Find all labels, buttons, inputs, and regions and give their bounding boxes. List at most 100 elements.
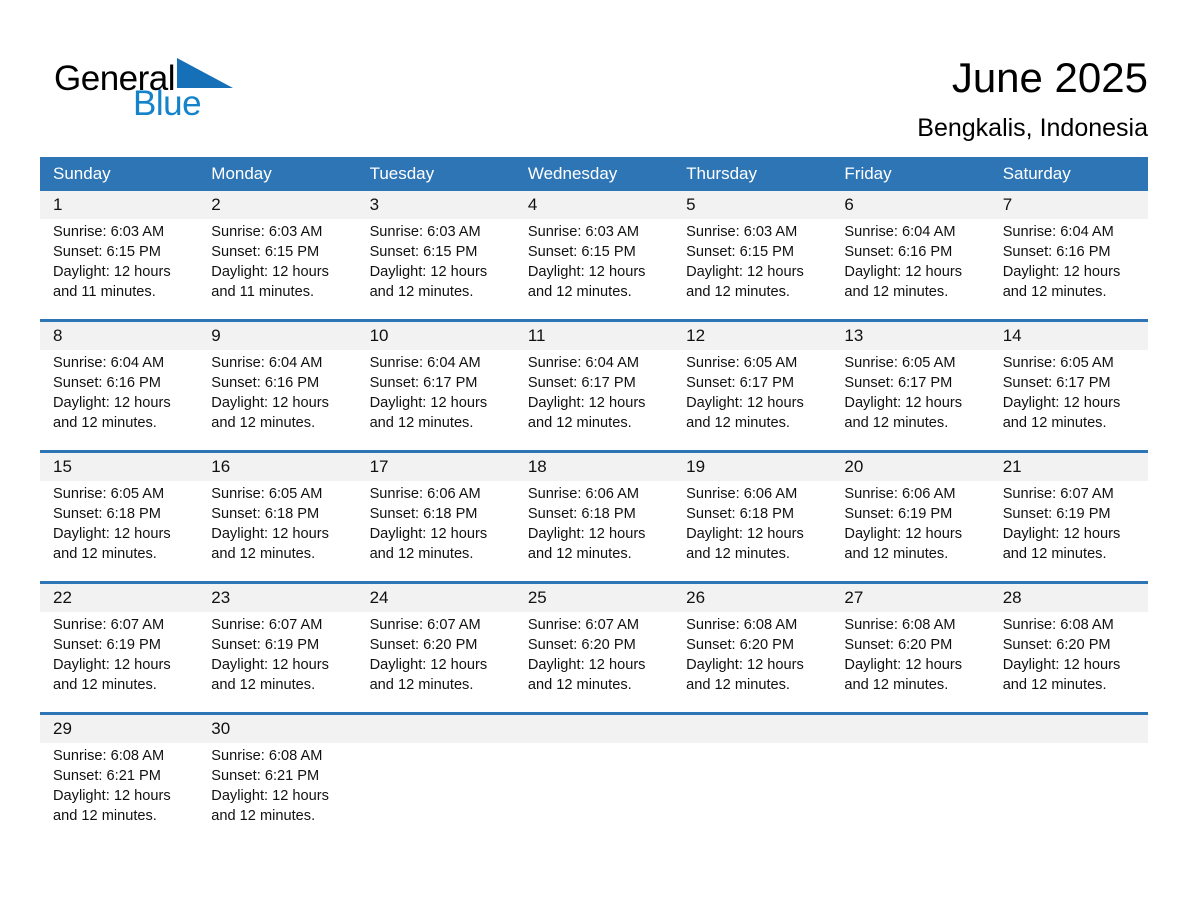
- day-detail-line: and 12 minutes.: [53, 808, 157, 824]
- day-cell: Sunrise: 6:04 AM Sunset: 6:16 PM Daylight:…: [198, 350, 356, 433]
- day-detail-line: Sunrise: 6:04 AM: [369, 355, 481, 371]
- day-detail-line: Daylight: 12 hours: [53, 657, 171, 673]
- day-detail-line: Daylight: 12 hours: [527, 264, 646, 280]
- day-detail-line: Daylight: 12 hours: [527, 657, 646, 673]
- day-detail-line: Sunrise: 6:05 AM: [53, 486, 165, 502]
- day-detail-line: Daylight: 12 hours: [1002, 264, 1121, 280]
- day-detail-line: and 12 minutes.: [211, 677, 316, 693]
- day-number: 5: [686, 195, 696, 214]
- day-detail-line: and 12 minutes.: [844, 284, 949, 300]
- day-detail-line: Daylight: 12 hours: [53, 395, 171, 411]
- day-detail-line: Sunset: 6:20 PM: [686, 637, 795, 653]
- day-detail-line: Sunset: 6:15 PM: [53, 244, 161, 260]
- day-detail-line: Daylight: 12 hours: [844, 526, 963, 542]
- day-cell: Sunrise: 6:05 AM Sunset: 6:17 PM Daylight:…: [673, 350, 831, 433]
- weekday-header-sunday: Sunday: [53, 164, 111, 183]
- day-detail-line: Daylight: 12 hours: [1002, 657, 1121, 673]
- day-detail-line: Sunrise: 6:08 AM: [211, 748, 323, 764]
- day-detail-line: Sunset: 6:18 PM: [53, 506, 161, 522]
- day-cell: [673, 743, 831, 826]
- day-cell: Sunrise: 6:08 AM Sunset: 6:21 PM Daylight:…: [198, 743, 356, 826]
- weekday-header-monday: Monday: [211, 164, 272, 183]
- weekday-header-row: Sunday Monday Tuesday Wednesday Thursday…: [40, 157, 1148, 191]
- day-number: 26: [686, 588, 706, 607]
- day-details-row: Sunrise: 6:03 AM Sunset: 6:15 PM Daylight:…: [40, 219, 1148, 319]
- day-detail-line: Sunrise: 6:06 AM: [686, 486, 798, 502]
- general-blue-logo: General Blue: [54, 58, 234, 121]
- day-cell: Sunrise: 6:03 AM Sunset: 6:15 PM Daylight:…: [198, 219, 356, 302]
- day-detail-line: Sunrise: 6:07 AM: [527, 617, 639, 633]
- day-number: 6: [844, 195, 854, 214]
- day-detail-line: Daylight: 12 hours: [369, 526, 488, 542]
- day-cell: Sunrise: 6:04 AM Sunset: 6:16 PM Daylight:…: [40, 350, 198, 433]
- day-detail-line: Sunset: 6:18 PM: [211, 506, 320, 522]
- day-detail-line: Sunset: 6:19 PM: [844, 506, 953, 522]
- day-detail-line: Sunrise: 6:07 AM: [1002, 486, 1114, 502]
- day-number-strip: 29 30: [40, 715, 1148, 743]
- day-detail-line: Sunrise: 6:03 AM: [527, 224, 639, 240]
- day-number: [673, 715, 831, 743]
- day-detail-line: Sunset: 6:15 PM: [369, 244, 478, 260]
- day-detail-line: Sunrise: 6:03 AM: [211, 224, 323, 240]
- page-header: General Blue June 2025 Bengkalis, Indone…: [40, 0, 1148, 157]
- day-detail-line: and 12 minutes.: [211, 808, 316, 824]
- day-detail-line: Sunset: 6:20 PM: [1002, 637, 1111, 653]
- week-row: 1 2 3 4 5 6 7 Sunrise: 6:03 AM Sunset: 6:15 PM Da…: [40, 191, 1148, 319]
- day-detail-line: Sunrise: 6:05 AM: [844, 355, 956, 371]
- day-detail-line: Sunrise: 6:07 AM: [369, 617, 481, 633]
- day-detail-line: and 12 minutes.: [844, 546, 949, 562]
- day-detail-line: and 12 minutes.: [369, 415, 474, 431]
- day-number: 18: [527, 457, 547, 476]
- day-detail-line: Daylight: 12 hours: [211, 788, 329, 804]
- day-detail-line: Daylight: 12 hours: [53, 264, 171, 280]
- day-detail-line: Sunset: 6:16 PM: [211, 375, 320, 391]
- day-number: 10: [369, 326, 389, 345]
- day-number: 12: [686, 326, 706, 345]
- day-detail-line: Sunrise: 6:04 AM: [527, 355, 639, 371]
- day-detail-line: Sunrise: 6:04 AM: [1002, 224, 1114, 240]
- day-detail-line: Sunrise: 6:03 AM: [53, 224, 165, 240]
- day-cell: Sunrise: 6:07 AM Sunset: 6:20 PM Daylight:…: [357, 612, 515, 695]
- day-number: [357, 715, 515, 743]
- day-detail-line: Sunrise: 6:04 AM: [844, 224, 956, 240]
- day-cell: Sunrise: 6:07 AM Sunset: 6:20 PM Daylight:…: [515, 612, 673, 695]
- day-detail-line: Sunset: 6:21 PM: [211, 768, 320, 784]
- day-cell: Sunrise: 6:03 AM Sunset: 6:15 PM Daylight:…: [40, 219, 198, 302]
- day-cell: Sunrise: 6:06 AM Sunset: 6:18 PM Daylight:…: [673, 481, 831, 564]
- day-number: 1: [53, 195, 63, 214]
- day-detail-line: Daylight: 12 hours: [1002, 395, 1121, 411]
- day-cell: [357, 743, 515, 826]
- location-subtitle: Bengkalis, Indonesia: [917, 114, 1148, 143]
- day-number: 11: [527, 326, 546, 345]
- day-detail-line: Sunrise: 6:08 AM: [686, 617, 798, 633]
- day-cell: Sunrise: 6:08 AM Sunset: 6:20 PM Daylight:…: [831, 612, 989, 695]
- day-number: 4: [527, 195, 538, 214]
- day-detail-line: Sunrise: 6:08 AM: [53, 748, 165, 764]
- day-detail-line: and 12 minutes.: [844, 677, 949, 693]
- day-detail-line: Sunrise: 6:06 AM: [844, 486, 956, 502]
- day-detail-line: Sunset: 6:16 PM: [53, 375, 161, 391]
- month-title: June 2025: [951, 54, 1148, 101]
- day-number: 24: [369, 588, 389, 607]
- day-number: 23: [211, 588, 231, 607]
- day-detail-line: Daylight: 12 hours: [211, 526, 329, 542]
- day-detail-line: Sunset: 6:19 PM: [211, 637, 320, 653]
- day-detail-line: Sunset: 6:17 PM: [1002, 375, 1111, 391]
- day-detail-line: and 12 minutes.: [1002, 546, 1107, 562]
- day-number: 14: [1002, 326, 1022, 345]
- day-detail-line: and 12 minutes.: [844, 415, 949, 431]
- day-detail-line: Daylight: 12 hours: [211, 657, 329, 673]
- day-cell: [831, 743, 989, 826]
- day-number-strip: 15 16 17 18 19 20 21: [40, 453, 1148, 481]
- weekday-header-wednesday: Wednesday: [527, 164, 618, 183]
- day-detail-line: Daylight: 12 hours: [844, 657, 963, 673]
- day-detail-line: and 12 minutes.: [686, 546, 790, 562]
- day-detail-line: and 12 minutes.: [53, 546, 157, 562]
- day-number: 29: [53, 719, 72, 738]
- day-detail-line: and 12 minutes.: [369, 546, 474, 562]
- weekday-header-saturday: Saturday: [1002, 164, 1071, 183]
- day-detail-line: Sunset: 6:17 PM: [686, 375, 795, 391]
- day-cell: [990, 743, 1148, 826]
- day-detail-line: and 12 minutes.: [527, 677, 632, 693]
- day-detail-line: Daylight: 12 hours: [369, 657, 488, 673]
